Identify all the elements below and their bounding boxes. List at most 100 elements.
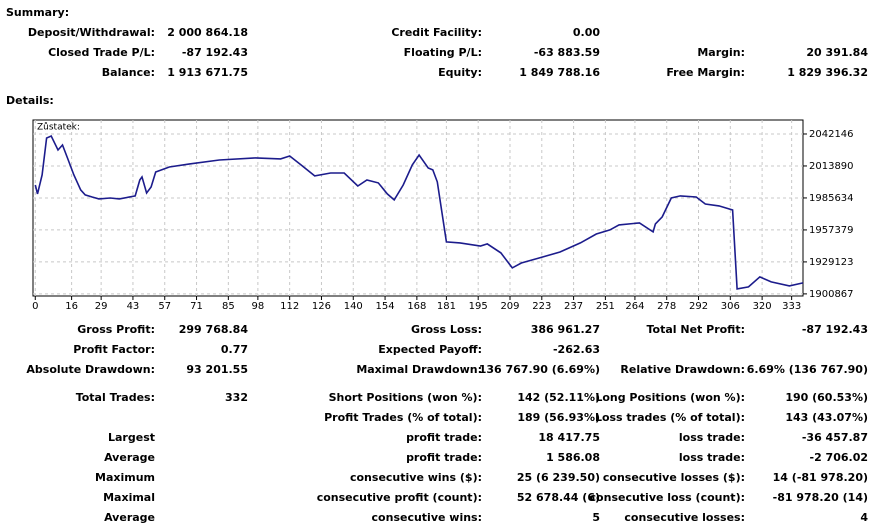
field-value: 143 (43.07%) (785, 411, 868, 424)
legend: Zůstatek: (37, 122, 80, 133)
x-tick-label: 251 (596, 301, 615, 312)
field-label: consecutive losses: (624, 511, 745, 524)
field-value: -36 457.87 (801, 431, 868, 444)
section-title: Summary: (6, 6, 70, 19)
field-value: 5 (592, 511, 600, 524)
field-label: consecutive loss (count): (589, 491, 745, 504)
x-tick-label: 264 (625, 301, 644, 312)
x-tick-label: 181 (437, 301, 456, 312)
field-value: 332 (225, 391, 248, 404)
field-value: 0.00 (572, 26, 600, 39)
field-label: consecutive profit (count): (316, 491, 482, 504)
section-title: Details: (6, 94, 54, 107)
field-label: Deposit/Withdrawal: (27, 26, 155, 39)
field-label: Balance: (101, 66, 155, 79)
x-tick-label: 195 (469, 301, 488, 312)
field-label: Gross Profit: (77, 323, 155, 336)
field-label: Loss trades (% of total): (594, 411, 745, 424)
y-tick-label: 2042146 (809, 129, 854, 140)
field-label: Maximum (95, 471, 155, 484)
x-tick-label: 85 (222, 301, 235, 312)
field-value: 190 (60.53%) (785, 391, 868, 404)
field-label: Absolute Drawdown: (26, 363, 155, 376)
field-value: 14 (-81 978.20) (772, 471, 868, 484)
field-label: Expected Payoff: (378, 343, 482, 356)
x-tick-label: 278 (657, 301, 676, 312)
x-tick-label: 292 (689, 301, 708, 312)
y-tick-label: 2013890 (809, 161, 854, 172)
field-value: 18 417.75 (538, 431, 600, 444)
field-value: 386 961.27 (530, 323, 600, 336)
field-label: consecutive losses ($): (602, 471, 745, 484)
field-value: 1 913 671.75 (167, 66, 248, 79)
field-label: Largest (108, 431, 155, 444)
field-label: Margin: (697, 46, 745, 59)
field-label: profit trade: (406, 431, 482, 444)
field-label: loss trade: (678, 431, 745, 444)
x-tick-label: 237 (564, 301, 583, 312)
field-label: loss trade: (678, 451, 745, 464)
x-tick-label: 223 (532, 301, 551, 312)
field-value: 1 586.08 (546, 451, 600, 464)
field-label: Free Margin: (666, 66, 745, 79)
field-label: Floating P/L: (403, 46, 482, 59)
field-label: Maximal (103, 491, 155, 504)
field-value: 136 767.90 (6.69%) (478, 363, 600, 376)
field-value: 20 391.84 (806, 46, 868, 59)
x-tick-label: 57 (158, 301, 171, 312)
field-value: 1 829 396.32 (787, 66, 868, 79)
y-tick-label: 1985634 (809, 193, 854, 204)
field-label: Profit Factor: (73, 343, 155, 356)
x-tick-label: 98 (252, 301, 265, 312)
field-value: 2 000 864.18 (167, 26, 248, 39)
x-tick-label: 112 (280, 301, 299, 312)
field-value: 52 678.44 (6) (516, 491, 600, 504)
field-value: 93 201.55 (186, 363, 248, 376)
x-tick-label: 333 (782, 301, 801, 312)
field-label: Gross Loss: (411, 323, 482, 336)
field-value: 4 (860, 511, 868, 524)
plot-frame (32, 119, 804, 297)
field-label: profit trade: (406, 451, 482, 464)
y-tick-label: 1900867 (809, 289, 854, 300)
field-value: 25 (6 239.50) (516, 471, 600, 484)
field-value: -87 192.43 (181, 46, 248, 59)
x-tick-label: 168 (407, 301, 426, 312)
field-value: 299 768.84 (178, 323, 248, 336)
field-value: -81 978.20 (14) (772, 491, 868, 504)
field-label: Average (104, 511, 155, 524)
field-value: 1 849 788.16 (519, 66, 600, 79)
field-value: 189 (56.93%) (517, 411, 600, 424)
field-value: -2 706.02 (809, 451, 869, 464)
x-tick-label: 209 (500, 301, 519, 312)
x-tick-label: 29 (95, 301, 108, 312)
x-tick-label: 140 (344, 301, 363, 312)
field-value: 142 (52.11%) (517, 391, 600, 404)
field-label: Short Positions (won %): (328, 391, 482, 404)
field-label: Total Net Profit: (646, 323, 746, 336)
field-label: Average (104, 451, 155, 464)
x-tick-label: 306 (721, 301, 740, 312)
field-label: Equity: (438, 66, 482, 79)
y-tick-label: 1957379 (809, 225, 854, 236)
x-tick-label: 43 (127, 301, 140, 312)
x-tick-label: 16 (65, 301, 78, 312)
x-tick-label: 71 (190, 301, 203, 312)
field-value: -63 883.59 (533, 46, 600, 59)
field-label: Long Positions (won %): (595, 391, 745, 404)
x-tick-label: 320 (753, 301, 772, 312)
field-label: Credit Facility: (391, 26, 482, 39)
field-label: Total Trades: (75, 391, 155, 404)
field-value: -87 192.43 (801, 323, 868, 336)
field-label: Profit Trades (% of total): (324, 411, 482, 424)
x-tick-label: 126 (312, 301, 331, 312)
field-label: Closed Trade P/L: (48, 46, 155, 59)
field-value: -262.63 (552, 343, 600, 356)
x-tick-label: 154 (376, 301, 395, 312)
field-label: Relative Drawdown: (620, 363, 745, 376)
field-value: 6.69% (136 767.90) (746, 363, 868, 376)
field-label: consecutive wins ($): (349, 471, 482, 484)
field-label: Maximal Drawdown: (356, 363, 482, 376)
